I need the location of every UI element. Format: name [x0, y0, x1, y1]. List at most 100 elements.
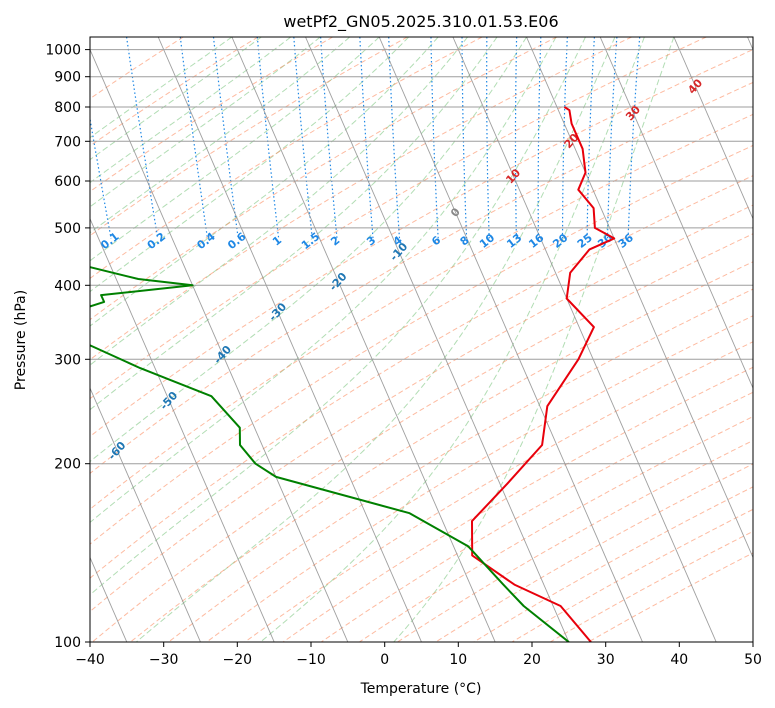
dry-adiabat-line [90, 37, 408, 237]
x-axis-title: Temperature (°C) [360, 681, 482, 697]
dry-adiabat-line [473, 486, 753, 642]
isotherm-line [526, 37, 753, 559]
mixing-ratio-label: 10 [477, 231, 497, 251]
isotherm-line [452, 37, 717, 642]
moist-adiabat-line [90, 37, 586, 596]
dry-adiabat-line [320, 391, 753, 642]
temperature-profile [471, 106, 616, 642]
dry-adiabat-line [90, 175, 753, 579]
mixing-ratio-line [486, 37, 490, 239]
mixing-ratio-label: 3 [364, 234, 378, 249]
moist-adiabat-line [90, 37, 468, 366]
x-tick-label: −30 [149, 652, 179, 668]
isotherm-line [90, 386, 201, 642]
dry-adiabat-line [549, 530, 753, 642]
isotherm-line [90, 217, 275, 642]
y-tick-label: 1000 [45, 43, 81, 59]
dry-adiabat-line [90, 81, 753, 475]
isotherm-line [599, 37, 753, 390]
moist-adiabat-line [90, 37, 262, 161]
x-tick-label: −10 [296, 652, 326, 668]
isotherm-label: 30 [623, 103, 643, 123]
isotherm-label: -50 [157, 389, 180, 413]
mixing-ratio-line [586, 37, 595, 239]
mixing-ratio-label: 0.1 [98, 230, 121, 252]
isotherm-label: 10 [503, 166, 523, 186]
mixing-ratio-line [537, 37, 542, 239]
x-tick-label: 0 [380, 652, 389, 668]
dry-adiabat-line [90, 37, 632, 361]
dry-adiabat-line [397, 439, 753, 642]
moist-adiabat-line [90, 37, 380, 262]
y-tick-label: 500 [54, 221, 81, 237]
moist-adiabat-line [90, 37, 233, 139]
isotherm-label: -40 [211, 343, 234, 367]
mixing-ratio-line [256, 37, 280, 239]
isotherms [90, 37, 753, 642]
mixing-ratio-line [293, 37, 313, 239]
isotherm-label: -70 [52, 486, 75, 510]
y-tick-label: 600 [54, 174, 81, 190]
isotherm-line [747, 37, 753, 51]
moist-adiabats [90, 37, 675, 642]
x-tick-label: −20 [223, 652, 253, 668]
dry-adiabat-line [90, 37, 707, 400]
x-tick-label: 50 [744, 652, 762, 668]
moist-adiabat-line [90, 37, 498, 411]
isotherm-line [378, 37, 643, 642]
isotherm-label: -80 [0, 529, 21, 553]
x-tick-label: 10 [449, 652, 467, 668]
mixing-ratio-line [606, 37, 618, 239]
mixing-ratio-label: 13 [504, 231, 524, 251]
mixing-ratio-line [212, 37, 239, 239]
plot-frame [89, 36, 754, 643]
x-tick-label: 30 [597, 652, 615, 668]
dry-adiabat-line [90, 37, 184, 100]
isotherm-line [305, 37, 570, 642]
y-axis: 100 200 300 400 500 600 700 800 900 1000 [45, 43, 90, 651]
mixing-ratio-line [179, 37, 209, 239]
moist-adiabat-line [90, 37, 439, 327]
isotherm-line [231, 37, 496, 642]
mixing-ratio-line [126, 37, 159, 239]
mixing-ratio-lines [90, 37, 641, 239]
isotherm-line [90, 48, 349, 642]
y-tick-label: 100 [54, 635, 81, 651]
moist-adiabat-line [90, 37, 351, 234]
dry-adiabat-line [90, 37, 558, 321]
dry-adiabat-line [90, 37, 259, 147]
dry-adiabat-line [90, 49, 753, 438]
dry-adiabat-line [90, 144, 753, 545]
dry-adiabat-line [511, 508, 753, 642]
moist-adiabat-line [393, 37, 675, 642]
y-tick-label: 200 [54, 457, 81, 473]
y-tick-label: 900 [54, 70, 81, 86]
moist-adiabat-line [90, 37, 527, 463]
moist-adiabat-line [90, 37, 557, 524]
dry-adiabat-line [130, 261, 753, 642]
x-axis: −40 −30 −20 −10 0 10 20 30 40 50 [75, 642, 762, 668]
isotherm-label: 40 [685, 76, 705, 96]
isotherm-line [673, 37, 753, 220]
x-tick-label: −40 [75, 652, 105, 668]
mixing-ratio-line [90, 115, 112, 239]
chart-title: wetPf2_GN05.2025.310.01.53.E06 [283, 12, 558, 32]
mixing-ratio-label: 20 [550, 231, 570, 251]
isotherm-label: 0 [448, 205, 463, 220]
profiles [90, 106, 616, 642]
mixing-ratio-line [461, 37, 468, 239]
dry-adiabat-line [90, 37, 483, 279]
x-tick-label: 20 [523, 652, 541, 668]
dry-adiabat-line [90, 204, 753, 613]
dry-adiabat-line [91, 233, 753, 642]
isotherm-line [157, 37, 422, 642]
plot-area: -100-90-80-70-60-50-40-30-20-10010203040… [0, 37, 753, 642]
mixing-ratio-line [514, 37, 518, 239]
y-tick-label: 700 [54, 134, 81, 150]
dry-adiabat-line [90, 37, 333, 193]
moist-adiabat-line [135, 37, 616, 642]
mixing-ratio-line [561, 37, 568, 239]
dewpoint-profile [90, 266, 570, 642]
